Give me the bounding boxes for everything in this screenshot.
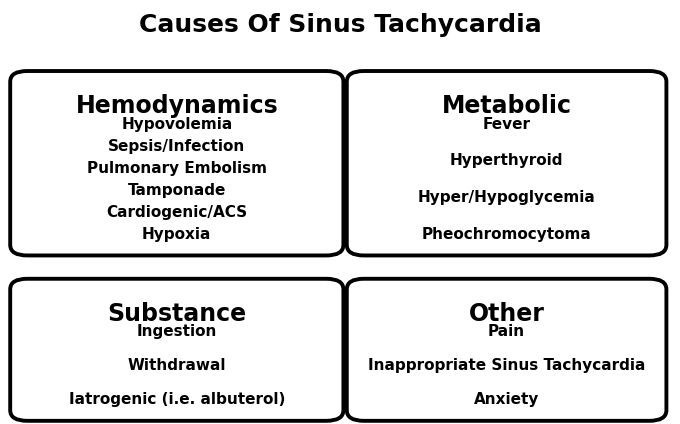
Text: Hyper/Hypoglycemia: Hyper/Hypoglycemia — [418, 190, 596, 205]
Text: Hyperthyroid: Hyperthyroid — [450, 153, 563, 168]
Text: Pheochromocytoma: Pheochromocytoma — [422, 227, 592, 242]
FancyBboxPatch shape — [347, 279, 666, 421]
Text: Hypovolemia: Hypovolemia — [121, 117, 233, 131]
FancyBboxPatch shape — [347, 71, 666, 255]
Text: Cardiogenic/ACS: Cardiogenic/ACS — [106, 205, 248, 220]
FancyBboxPatch shape — [10, 279, 343, 421]
Text: Pain: Pain — [488, 324, 525, 339]
Text: Withdrawal: Withdrawal — [128, 358, 226, 373]
Text: Other: Other — [469, 302, 545, 326]
Text: Inappropriate Sinus Tachycardia: Inappropriate Sinus Tachycardia — [368, 358, 645, 373]
Text: Hypoxia: Hypoxia — [142, 227, 211, 242]
Text: Tamponade: Tamponade — [128, 183, 226, 198]
Text: Pulmonary Embolism: Pulmonary Embolism — [87, 161, 267, 176]
Text: Iatrogenic (i.e. albuterol): Iatrogenic (i.e. albuterol) — [69, 392, 285, 407]
FancyBboxPatch shape — [10, 71, 343, 255]
Text: Anxiety: Anxiety — [474, 392, 539, 407]
Text: Causes Of Sinus Tachycardia: Causes Of Sinus Tachycardia — [139, 13, 541, 37]
Text: Sepsis/Infection: Sepsis/Infection — [108, 139, 245, 153]
Text: Hemodynamics: Hemodynamics — [75, 95, 278, 118]
Text: Ingestion: Ingestion — [137, 324, 217, 339]
Text: Metabolic: Metabolic — [441, 95, 572, 118]
Text: Substance: Substance — [107, 302, 246, 326]
Text: Fever: Fever — [483, 117, 530, 131]
